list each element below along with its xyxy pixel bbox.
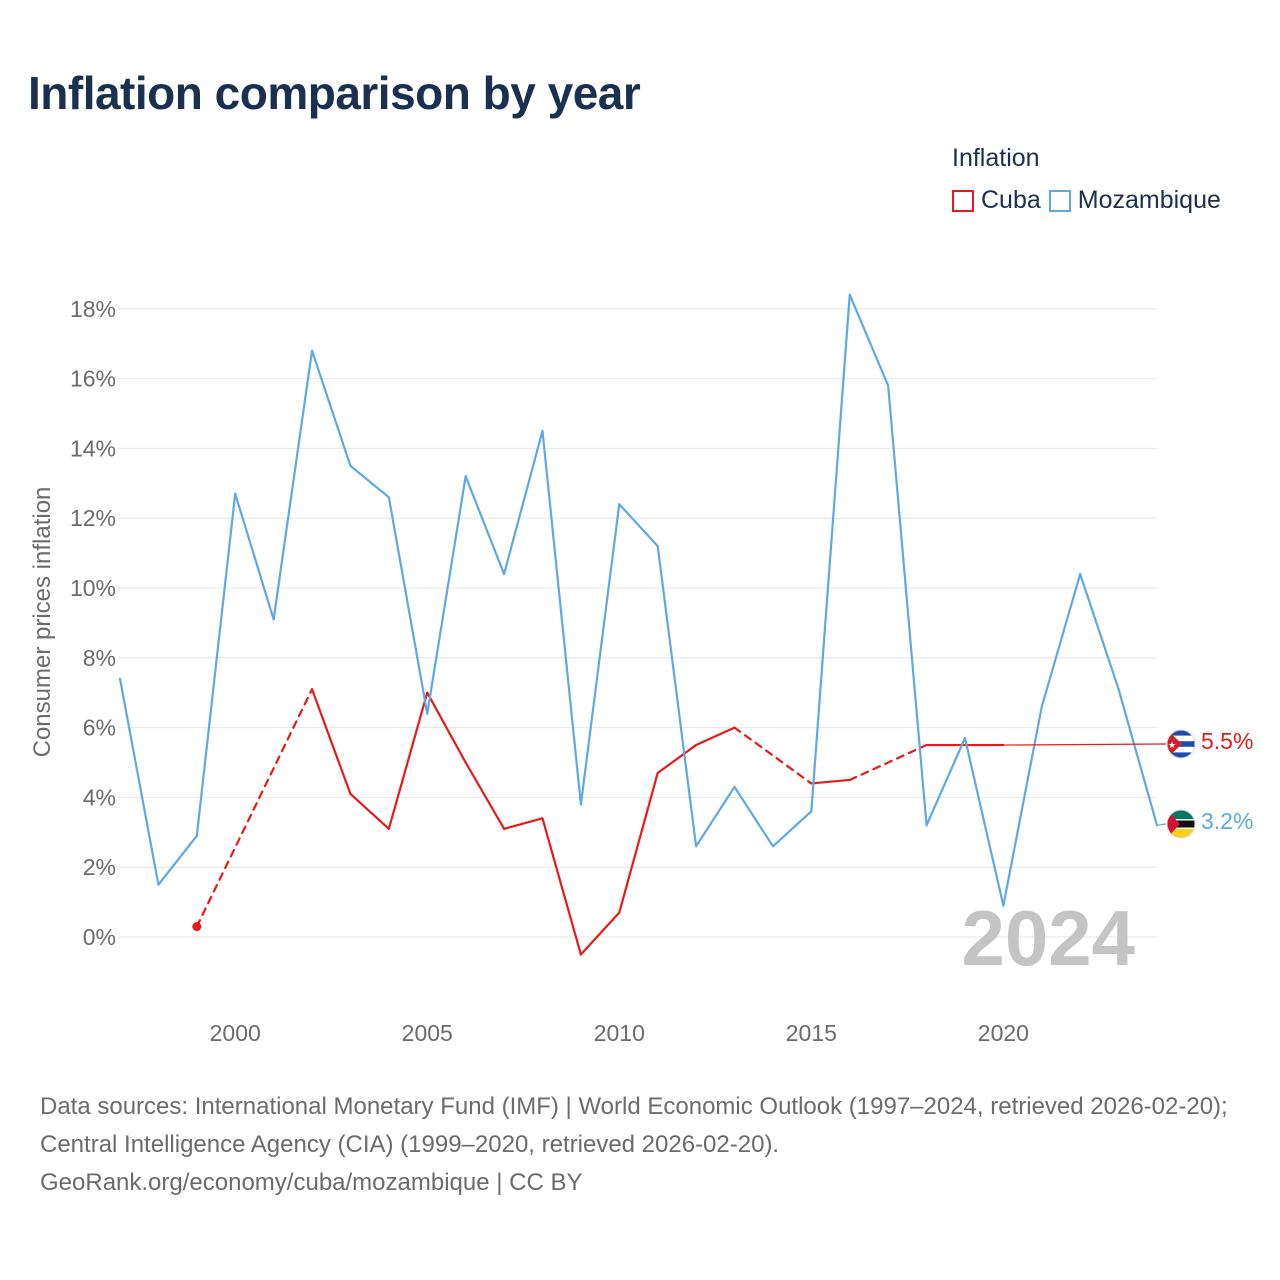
mozambique-line-segment bbox=[887, 384, 928, 827]
y-tick-label: 16% bbox=[70, 366, 116, 392]
mozambique-line-segment bbox=[157, 834, 198, 886]
mozambique-line-segment bbox=[234, 492, 275, 621]
mozambique-line-segment bbox=[1079, 572, 1120, 691]
mozambique-line-segment bbox=[1002, 705, 1043, 907]
legend: Cuba Mozambique bbox=[952, 186, 1221, 215]
legend-label-cuba: Cuba bbox=[981, 186, 1041, 214]
cuba-line-segment bbox=[848, 743, 928, 782]
legend-swatch-mozambique bbox=[1048, 189, 1071, 212]
svg-text:★: ★ bbox=[1168, 740, 1176, 750]
legend-label-mozambique: Mozambique bbox=[1077, 186, 1221, 214]
year-watermark: 2024 bbox=[961, 894, 1135, 982]
x-axis-ticks: 2000 2005 2010 2015 2020 bbox=[210, 1020, 1029, 1046]
mozambique-line-segment bbox=[541, 429, 582, 806]
cuba-line-segment bbox=[387, 691, 429, 830]
cuba-line-segment bbox=[656, 743, 698, 775]
mozambique-line-segment bbox=[502, 429, 544, 576]
mozambique-line-segment bbox=[733, 785, 775, 848]
cuba-line-segment bbox=[810, 778, 851, 785]
legend-swatch-cuba bbox=[952, 189, 974, 212]
y-tick-label: 14% bbox=[70, 435, 116, 461]
mozambique-line-segment bbox=[771, 810, 813, 848]
mozambique-line-segment bbox=[310, 349, 352, 467]
x-tick-label: 2005 bbox=[402, 1020, 453, 1046]
footer-sources: Data sources: International Monetary Fun… bbox=[40, 1093, 1228, 1158]
mozambique-line-segment bbox=[618, 503, 659, 548]
y-axis-label: Consumer prices inflation bbox=[29, 487, 56, 758]
mozambique-line-segment bbox=[426, 475, 467, 715]
mozambique-end-value: 3.2% bbox=[1201, 808, 1253, 834]
mozambique-line-segment bbox=[810, 293, 851, 813]
x-tick-label: 2000 bbox=[210, 1020, 261, 1046]
mozambique-line-segment bbox=[1117, 688, 1159, 827]
cuba-line-segment bbox=[310, 688, 352, 796]
mozambique-line-segment bbox=[464, 475, 506, 576]
cuba-end-value: 5.5% bbox=[1201, 728, 1253, 754]
y-axis-ticks: 0% 2% 4% 6% 8% 10% 12% 14% 16% 18% bbox=[70, 296, 116, 950]
mozambique-line-segment bbox=[387, 496, 429, 715]
x-tick-label: 2015 bbox=[786, 1020, 837, 1046]
mozambique-flag-icon bbox=[1167, 810, 1195, 838]
y-tick-label: 4% bbox=[83, 784, 116, 810]
cuba-line-segment bbox=[618, 771, 659, 914]
legend-item-mozambique[interactable]: Mozambique bbox=[1048, 186, 1221, 215]
mozambique-line-segment bbox=[349, 464, 390, 499]
cuba-line-segment bbox=[464, 761, 506, 830]
legend-title: Inflation bbox=[952, 144, 1040, 172]
cuba-flag-icon: ★ bbox=[1167, 730, 1195, 758]
y-tick-label: 8% bbox=[83, 645, 116, 671]
x-tick-label: 2020 bbox=[978, 1020, 1029, 1046]
cuba-line-segment bbox=[195, 688, 314, 928]
cuba-end-leader bbox=[1003, 743, 1167, 746]
mozambique-line-segment bbox=[963, 736, 1005, 907]
mozambique-line-segment bbox=[272, 349, 314, 621]
mozambique-line-segment bbox=[579, 503, 621, 806]
cuba-line-segment bbox=[695, 726, 736, 747]
y-tick-label: 10% bbox=[70, 575, 116, 601]
mozambique-line-segment bbox=[695, 785, 736, 848]
mozambique-line-segment bbox=[1040, 572, 1082, 708]
mozambique-line-segment bbox=[118, 677, 160, 886]
mozambique-line-segment bbox=[656, 545, 698, 848]
mozambique-line-segment bbox=[195, 492, 237, 837]
legend-item-cuba[interactable]: Cuba bbox=[952, 186, 1041, 215]
mozambique-end-leader bbox=[1156, 823, 1167, 826]
cuba-line-segment bbox=[426, 691, 467, 764]
cuba-line-segment bbox=[579, 911, 621, 956]
y-tick-label: 2% bbox=[83, 854, 116, 880]
mozambique-flag-border bbox=[1166, 809, 1196, 839]
footer: Data sources: International Monetary Fun… bbox=[40, 1088, 1250, 1202]
mozambique-line-segment bbox=[848, 293, 890, 387]
y-tick-label: 12% bbox=[70, 505, 116, 531]
cuba-line-segment bbox=[502, 817, 544, 830]
y-tick-label: 18% bbox=[70, 296, 116, 322]
y-tick-label: 6% bbox=[83, 715, 116, 741]
line-chart: 0%2%4%6%8%10%12%14%16%18% 2000 2005 2010 20… bbox=[29, 293, 1253, 1046]
footer-credit[interactable]: GeoRank.org/economy/cuba/mozambique | CC… bbox=[40, 1169, 583, 1196]
gridlines bbox=[118, 308, 1157, 938]
y-tick-label: 0% bbox=[83, 924, 116, 950]
cuba-line-segment bbox=[733, 726, 813, 785]
cuba-line-segment bbox=[541, 817, 582, 956]
mozambique-line-segment bbox=[925, 736, 967, 827]
cuba-flag-border bbox=[1166, 729, 1196, 759]
cuba-start-point bbox=[192, 922, 202, 932]
series-lines bbox=[118, 293, 1159, 956]
x-tick-label: 2010 bbox=[594, 1020, 645, 1046]
cuba-line-segment bbox=[349, 792, 390, 830]
chart-title: Inflation comparison by year bbox=[28, 67, 641, 119]
